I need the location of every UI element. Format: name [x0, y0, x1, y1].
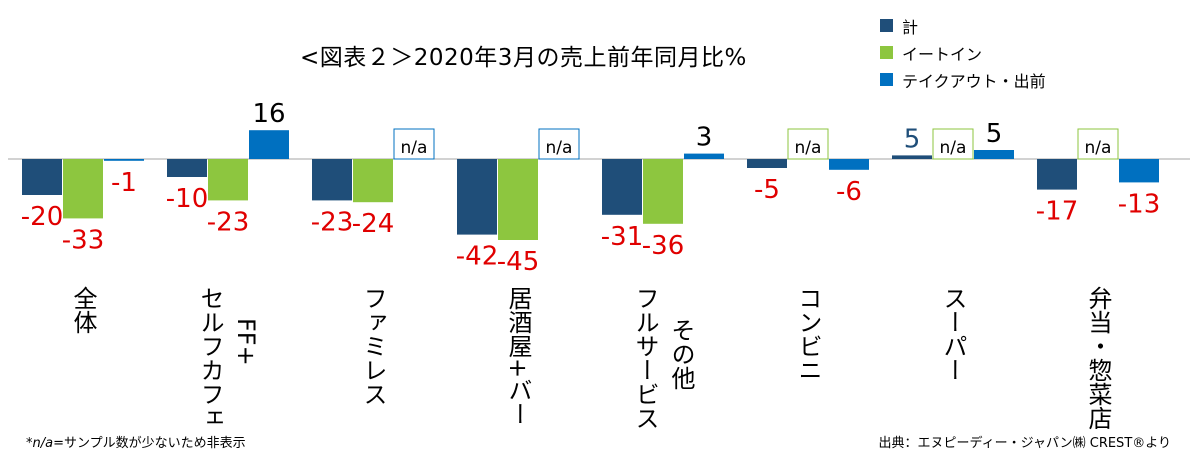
na-label: n/a: [546, 138, 573, 158]
bar: [22, 159, 62, 195]
data-label: 5: [904, 124, 921, 154]
bar: [684, 153, 724, 159]
category-label: その他: [667, 318, 695, 390]
data-label: -20: [21, 202, 63, 232]
bar-na-outline: [538, 128, 580, 160]
bar: [249, 130, 289, 159]
category-label: 全体: [69, 286, 97, 334]
legend-swatch-takeout: [880, 73, 893, 86]
na-label: n/a: [795, 138, 822, 158]
legend-label-takeout: テイクアウト・出前: [902, 71, 1046, 91]
na-label: n/a: [1085, 138, 1112, 158]
legend-item-total: 計: [880, 12, 1046, 39]
bar: [829, 159, 869, 170]
data-label: -42: [456, 242, 498, 272]
category-label: スーパー: [939, 286, 967, 382]
bar: [1119, 159, 1159, 183]
data-label: -36: [642, 231, 684, 261]
bar: [208, 159, 248, 201]
category-label: コンビニ: [794, 286, 822, 382]
footnote: *n/a=サンプル数が少ないため非表示: [26, 436, 246, 451]
bar-na-outline: [1077, 128, 1119, 160]
bar: [974, 150, 1014, 159]
footnote-na: n/a: [32, 436, 54, 451]
data-label: 3: [696, 123, 713, 153]
legend-swatch-total: [880, 19, 893, 32]
data-label: -13: [1118, 189, 1160, 219]
bar: [498, 159, 538, 240]
bar: [747, 159, 787, 168]
data-label: -17: [1036, 197, 1078, 227]
category-label: フルサービス: [631, 286, 659, 430]
na-label: n/a: [940, 138, 967, 158]
category-label: セルフカフェ: [196, 286, 224, 430]
data-label: -6: [836, 177, 862, 207]
data-label: -10: [166, 184, 208, 214]
legend-label-total: 計: [902, 17, 919, 37]
data-label: -23: [311, 207, 353, 237]
bar: [104, 159, 144, 161]
chart-title: <図表２＞2020年3月の売上前年同月比%: [300, 45, 747, 71]
legend-label-eat-in: イートイン: [902, 44, 983, 64]
na-label: n/a: [401, 138, 428, 158]
data-label: -45: [497, 247, 539, 277]
source-note: 出典：エヌピーディー・ジャパン㈱ CREST®より: [878, 436, 1171, 451]
bar: [312, 159, 352, 201]
bar: [63, 159, 103, 219]
bar: [892, 155, 932, 159]
bar-na-outline: [393, 128, 435, 160]
bar: [353, 159, 393, 203]
bar: [643, 159, 683, 224]
bar-na-outline: [932, 128, 974, 160]
category-label: ファミレス: [359, 286, 387, 406]
bar: [1037, 159, 1077, 190]
data-label: -23: [207, 207, 249, 237]
category-label: 居酒屋+バー: [504, 286, 532, 427]
data-label: 16: [252, 99, 285, 129]
bar: [167, 159, 207, 177]
category-label: FF+: [232, 318, 260, 366]
legend: 計 イートイン テイクアウト・出前: [880, 12, 1046, 93]
bar: [457, 159, 497, 235]
bar-na-outline: [787, 128, 829, 160]
data-label: -24: [352, 209, 394, 239]
category-label: 弁当・惣菜店: [1084, 286, 1112, 430]
bar: [602, 159, 642, 215]
data-label: 5: [986, 119, 1003, 149]
data-label: -5: [754, 175, 780, 205]
footnote-text: =サンプル数が少ないため非表示: [53, 436, 246, 451]
data-label: -33: [62, 225, 104, 255]
legend-item-takeout: テイクアウト・出前: [880, 66, 1046, 93]
legend-swatch-eat-in: [880, 46, 893, 59]
data-label: -1: [111, 168, 137, 198]
data-label: -31: [601, 222, 643, 252]
legend-item-eat-in: イートイン: [880, 39, 1046, 66]
